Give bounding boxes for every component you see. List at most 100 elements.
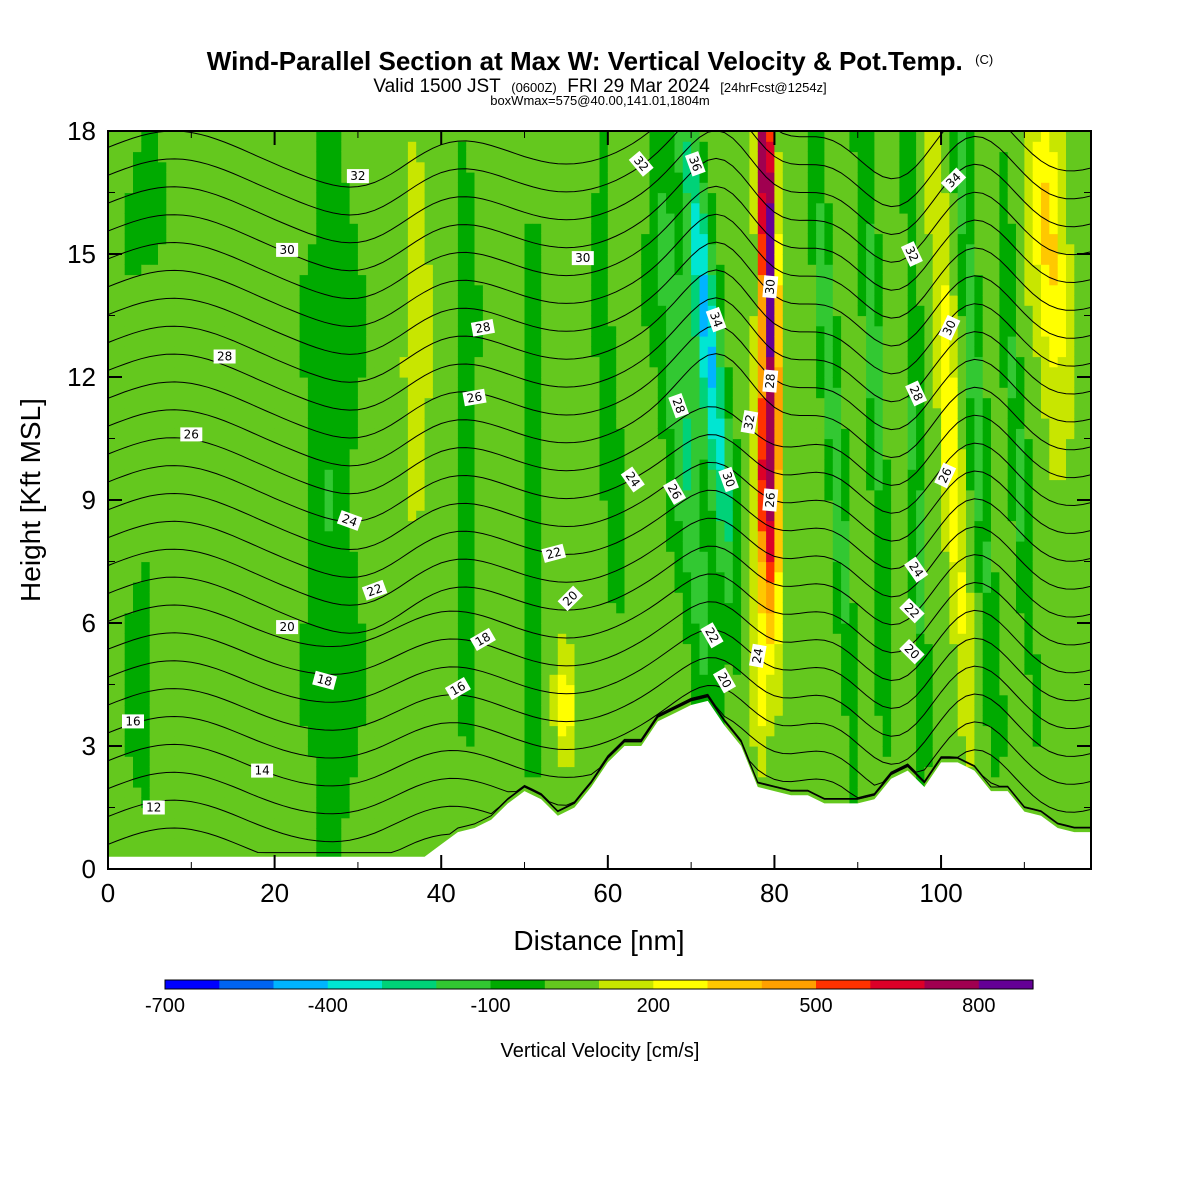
w-cell (441, 161, 451, 173)
w-cell (632, 612, 642, 624)
w-cell (141, 448, 151, 460)
w-cell (141, 735, 151, 747)
w-cell (582, 715, 592, 727)
w-cell (549, 725, 559, 737)
w-cell (174, 602, 184, 614)
w-cell (183, 418, 192, 429)
w-cell (141, 500, 151, 511)
w-cell (507, 633, 517, 645)
w-cell (316, 233, 326, 245)
w-cell (591, 172, 601, 183)
w-cell (208, 336, 217, 347)
w-cell (382, 377, 392, 388)
w-cell (149, 254, 159, 265)
w-cell (299, 438, 309, 450)
w-cell (407, 459, 417, 470)
chart-title-line: Wind-Parallel Section at Max W: Vertical… (207, 46, 993, 76)
w-cell (399, 397, 409, 409)
w-cell (374, 459, 384, 470)
w-cell (174, 787, 184, 798)
w-cell (516, 254, 526, 265)
w-cell (516, 356, 526, 368)
w-cell (357, 479, 367, 491)
w-cell (199, 192, 209, 204)
w-cell (457, 407, 467, 419)
w-cell (116, 715, 126, 727)
w-cell (524, 407, 534, 419)
w-cell (291, 172, 301, 183)
w-cell (266, 633, 276, 645)
w-cell (399, 192, 409, 204)
w-cell (432, 571, 442, 583)
w-cell (482, 254, 492, 265)
w-cell (366, 336, 376, 347)
w-cell (482, 602, 492, 614)
w-cell (116, 264, 126, 276)
w-cell (499, 571, 509, 583)
w-cell (682, 653, 692, 665)
w-cell (382, 612, 392, 624)
w-cell (432, 674, 442, 686)
w-cell (233, 151, 242, 163)
w-cell (241, 366, 251, 378)
w-cell (541, 643, 551, 655)
w-cell (282, 233, 292, 245)
w-cell (216, 807, 226, 819)
w-cell (149, 459, 159, 470)
w-cell (299, 807, 309, 819)
w-cell (257, 356, 267, 368)
w-cell (282, 325, 292, 337)
w-cell (249, 725, 259, 737)
w-cell (541, 192, 551, 204)
w-cell (274, 223, 284, 235)
w-cell (407, 151, 417, 163)
w-cell (441, 448, 451, 460)
w-cell (149, 520, 159, 532)
w-cell (341, 141, 351, 153)
w-cell (607, 428, 617, 440)
w-cell (382, 582, 392, 593)
w-cell (549, 161, 559, 173)
w-cell (191, 202, 201, 214)
w-cell (416, 397, 426, 409)
w-cell (199, 141, 209, 153)
w-cell (574, 735, 584, 747)
w-cell (149, 746, 159, 757)
w-cell (416, 315, 426, 327)
w-cell (299, 500, 309, 511)
w-cell (299, 797, 309, 809)
w-cell (108, 612, 117, 624)
w-cell (108, 438, 117, 450)
w-cell (124, 797, 134, 809)
w-cell (158, 500, 167, 511)
w-cell (141, 653, 151, 665)
w-cell (307, 202, 317, 214)
w-cell (499, 295, 509, 306)
w-cell (324, 571, 334, 583)
w-cell (474, 223, 484, 235)
w-cell (174, 807, 184, 819)
w-cell (541, 213, 551, 224)
w-cell (516, 653, 526, 665)
w-cell (491, 213, 501, 224)
w-cell (582, 131, 592, 142)
w-cell (674, 664, 684, 675)
w-cell (216, 315, 226, 327)
w-cell (499, 530, 509, 542)
w-cell (274, 233, 284, 245)
w-cell (199, 746, 209, 757)
w-cell (307, 243, 317, 255)
w-cell (199, 500, 209, 511)
w-cell (291, 489, 301, 501)
w-cell (166, 243, 176, 255)
w-cell (557, 284, 567, 296)
w-cell (216, 489, 226, 501)
w-cell (391, 592, 401, 604)
w-cell (257, 674, 267, 686)
w-cell (241, 489, 251, 501)
w-cell (216, 459, 226, 470)
w-cell (257, 664, 267, 675)
w-cell (407, 807, 417, 819)
w-cell (507, 407, 517, 419)
w-cell (149, 612, 159, 624)
